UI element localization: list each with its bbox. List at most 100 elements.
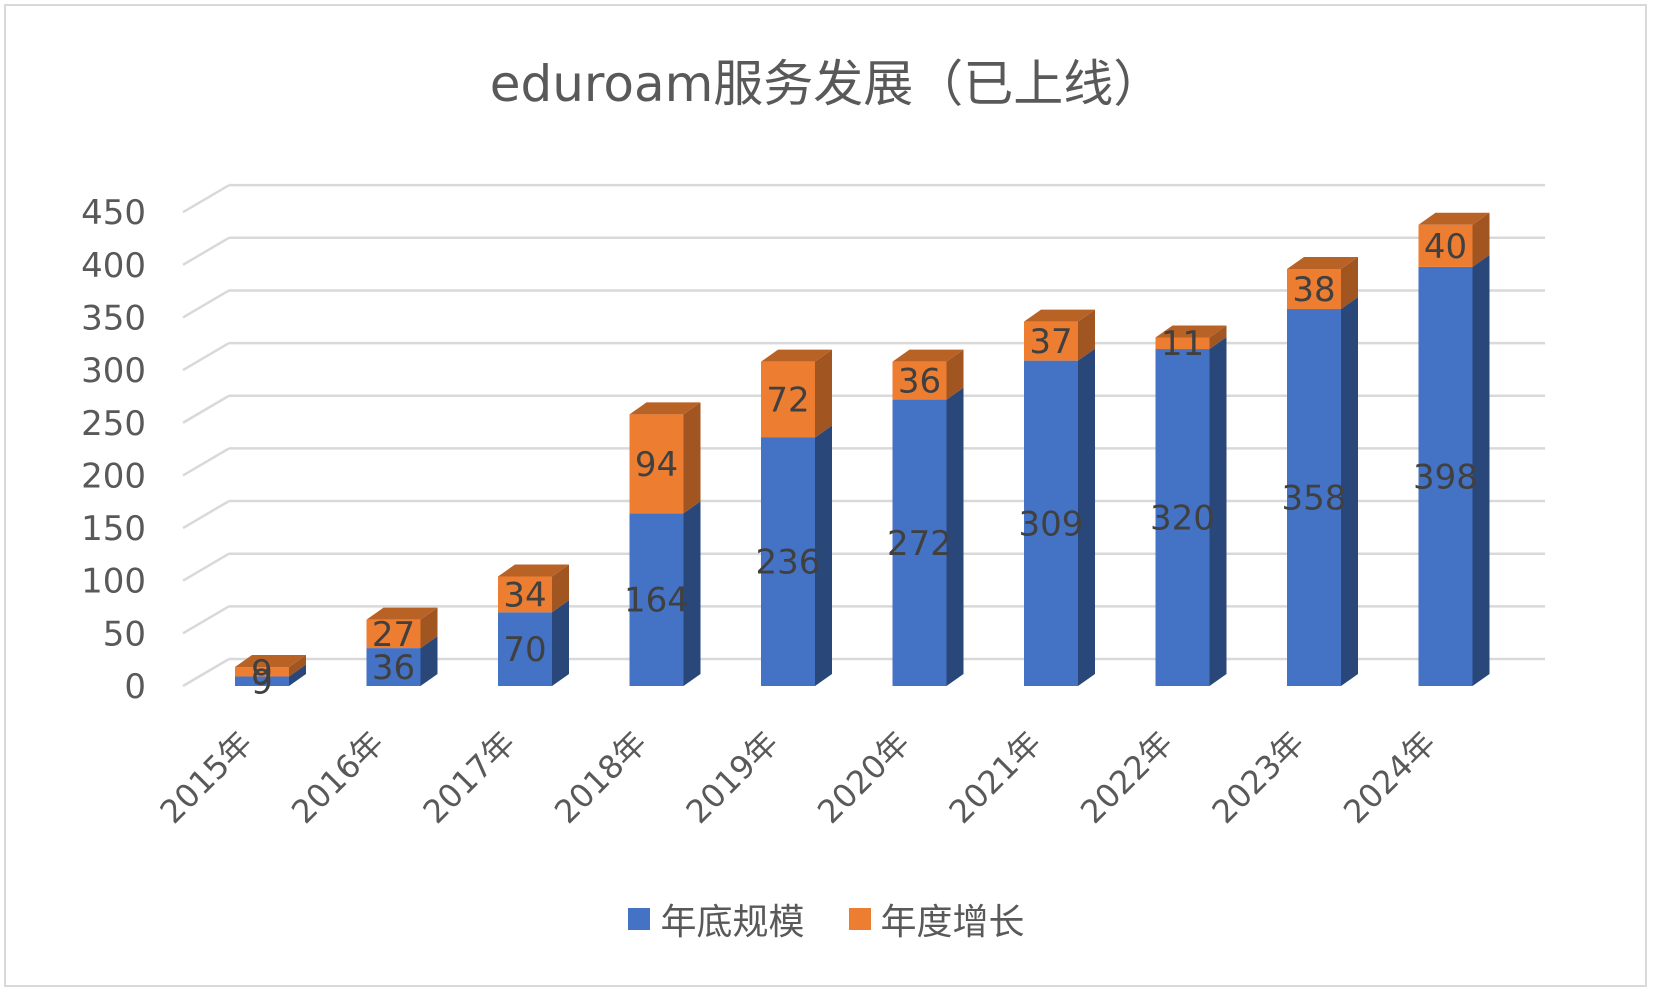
x-tick-label: 2018年 (547, 724, 654, 831)
data-label-series-1: 9 (251, 662, 273, 702)
bar-top-series-2 (235, 655, 306, 668)
bar-side-series-1 (1341, 297, 1358, 686)
y-tick-label: 300 (81, 351, 146, 391)
bar-side-series-2 (1472, 212, 1490, 267)
data-label-series-2: 38 (1292, 270, 1335, 310)
chart-legend: 年底规模 年度增长 (0, 893, 1653, 945)
bar-side-series-1 (815, 425, 832, 686)
data-label-series-1: 272 (887, 524, 952, 564)
bar-series-2 (366, 619, 421, 649)
bar-series-2 (761, 361, 815, 438)
bar-series-2 (498, 576, 552, 613)
data-label-series-2: 9 (251, 653, 273, 693)
bar-side-series-2 (1078, 309, 1095, 361)
bar-top-series-2 (1024, 309, 1095, 322)
gridline-depth (182, 236, 230, 266)
y-tick-label: 350 (81, 298, 146, 338)
x-tick-label: 2024年 (1336, 724, 1443, 831)
bar-side-series-1 (683, 501, 701, 686)
legend-swatch-series-1 (628, 908, 651, 930)
bar-top-series-2 (1287, 257, 1358, 270)
data-label-series-2: 94 (635, 445, 678, 485)
y-tick-label: 450 (81, 193, 146, 233)
bar-side-series-2 (946, 349, 964, 400)
bar-series-1 (761, 437, 815, 686)
bar-series-1 (366, 648, 421, 686)
y-tick-label: 0 (124, 667, 146, 707)
x-tick-label: 2021年 (942, 724, 1049, 831)
data-label-series-2: 11 (1161, 324, 1204, 364)
bar-top-series-2 (1418, 212, 1490, 225)
bar-top-series-2 (366, 607, 438, 620)
data-label-series-2: 34 (503, 575, 546, 615)
x-tick-label: 2019年 (679, 724, 786, 831)
data-label-series-2: 40 (1424, 227, 1467, 267)
gridline-depth (182, 289, 230, 319)
data-label-series-1: 70 (503, 630, 546, 670)
bar-side-series-1 (1078, 348, 1095, 686)
x-tick-label: 2016年 (284, 724, 391, 831)
bar-side-series-1 (420, 636, 438, 686)
legend-label-series-1: 年底规模 (660, 902, 805, 943)
bar-series-1 (892, 399, 947, 686)
bar-series-2 (1024, 321, 1078, 361)
x-tick-label: 2015年 (153, 724, 260, 831)
bar-series-2 (1418, 224, 1473, 267)
data-label-series-1: 236 (756, 543, 821, 583)
y-tick-label: 250 (81, 404, 146, 444)
chart-title: eduroam服务发展（已上线） (489, 55, 1164, 113)
data-label-series-1: 320 (1150, 499, 1215, 539)
bar-series-1 (1287, 309, 1341, 686)
bar-side-series-1 (1472, 254, 1490, 686)
bar-side-series-2 (552, 564, 569, 613)
bar-side-series-1 (1209, 337, 1227, 686)
bar-series-1 (1024, 360, 1078, 686)
bar-series-2 (892, 361, 947, 400)
data-label-series-2: 27 (372, 615, 415, 655)
bar-series-1 (1418, 266, 1473, 686)
data-label-series-2: 72 (766, 381, 809, 421)
data-label-series-1: 36 (372, 648, 415, 688)
bar-side-series-1 (946, 387, 964, 686)
legend-item-series-2: 年度增长 (848, 893, 1025, 945)
y-tick-label: 100 (81, 562, 146, 602)
bar-top-series-2 (1155, 325, 1227, 338)
gridline-depth (182, 499, 230, 530)
bar-side-series-2 (1209, 325, 1227, 350)
bar-series-1 (498, 612, 552, 686)
bar-series-1 (235, 676, 289, 686)
bar-side-series-2 (683, 402, 701, 514)
bar-series-2 (1287, 269, 1341, 310)
x-tick-label: 2017年 (416, 724, 523, 831)
data-label-series-1: 358 (1282, 479, 1347, 519)
legend-item-series-1: 年底规模 (628, 893, 805, 945)
bar-side-series-2 (815, 349, 832, 438)
bar-side-series-1 (289, 664, 306, 686)
bar-series-2 (1155, 337, 1210, 350)
gridline-depth (182, 447, 230, 477)
data-label-series-1: 398 (1413, 457, 1478, 497)
data-label-series-1: 309 (1019, 504, 1084, 544)
gridline-depth (182, 552, 230, 582)
x-tick-label: 2022年 (1073, 724, 1180, 831)
gridline-depth (182, 184, 230, 214)
bar-series-2 (629, 414, 684, 514)
bar-top-series-2 (629, 402, 701, 415)
bar-series-1 (629, 513, 684, 686)
bar-series-1 (1155, 349, 1210, 686)
x-tick-label: 2020年 (810, 724, 917, 831)
y-tick-label: 200 (81, 456, 146, 496)
x-tick-label: 2023年 (1205, 724, 1312, 831)
bar-top-series-2 (498, 564, 569, 577)
bar-top-series-2 (761, 349, 832, 362)
bar-top-series-2 (892, 349, 964, 362)
y-tick-label: 400 (81, 246, 146, 286)
gridline-depth (182, 342, 230, 372)
gridline-depth (182, 394, 230, 424)
gridline-depth (182, 605, 230, 635)
data-label-series-2: 36 (898, 362, 941, 402)
bar-side-series-2 (289, 655, 306, 677)
y-tick-label: 50 (103, 614, 146, 654)
legend-label-series-2: 年度增长 (880, 902, 1025, 943)
